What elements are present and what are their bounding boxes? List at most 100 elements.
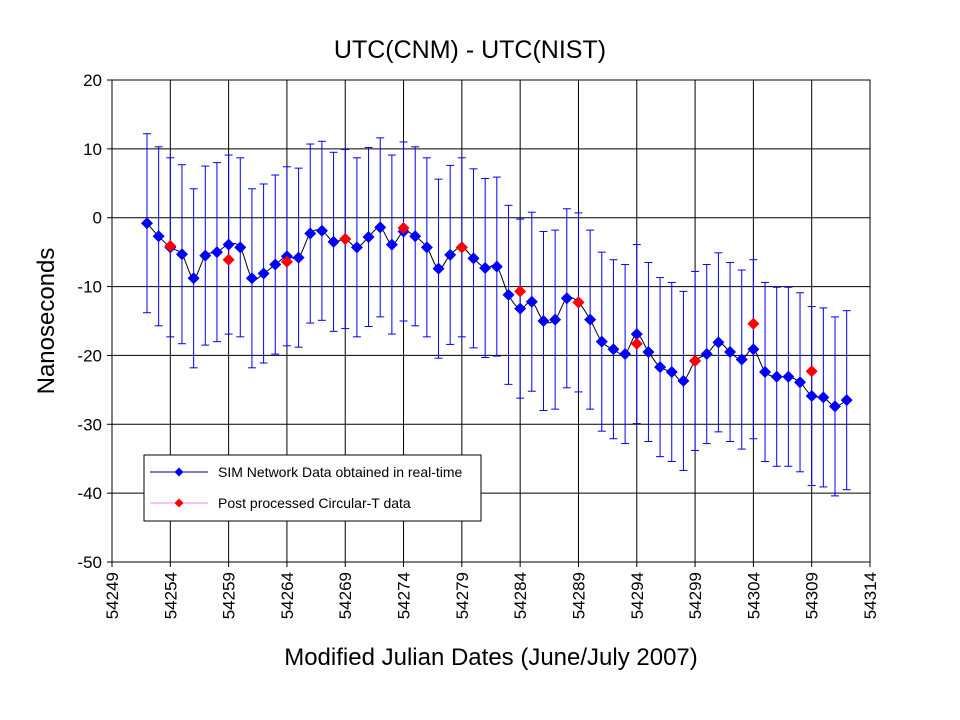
realtime-data-point (805, 390, 818, 403)
x-tick-label: 54299 (686, 572, 705, 619)
legend: SIM Network Data obtained in real-time Po… (143, 454, 482, 522)
data-points (140, 217, 853, 413)
realtime-data-point (642, 345, 655, 358)
realtime-data-point (222, 238, 235, 251)
y-tick-label: 0 (93, 209, 102, 228)
realtime-data-point (385, 238, 398, 251)
realtime-data-point (794, 376, 807, 389)
realtime-data-point (817, 391, 830, 404)
circular-t-data-point (455, 241, 468, 254)
x-tick-label: 54249 (103, 572, 122, 619)
realtime-data-point (619, 348, 632, 361)
legend-label: SIM Network Data obtained in real-time (218, 464, 463, 480)
realtime-data-point (187, 272, 200, 285)
realtime-data-point (654, 361, 667, 374)
realtime-data-point (747, 343, 760, 356)
realtime-data-point (595, 335, 608, 348)
x-tick-label: 54274 (395, 572, 414, 619)
realtime-data-point (479, 261, 492, 274)
circular-t-data-point (572, 296, 585, 309)
realtime-data-point (840, 394, 853, 407)
realtime-data-point (712, 336, 725, 349)
realtime-data-point (269, 258, 282, 271)
x-tick-label: 54284 (511, 572, 530, 619)
circular-t-data-point (339, 233, 352, 246)
legend-marker (174, 467, 184, 477)
realtime-data-point (700, 348, 713, 361)
circular-t-data-point (222, 253, 235, 266)
circular-t-data-point (164, 239, 177, 252)
circular-t-data-point (280, 255, 293, 268)
x-tick-label: 54314 (861, 572, 880, 619)
circular-t-data-point (689, 354, 702, 367)
realtime-data-point (537, 315, 550, 327)
x-tick-label: 54269 (336, 572, 355, 619)
x-tick-label: 54304 (744, 572, 763, 619)
y-tick-label: -50 (77, 553, 102, 572)
realtime-data-point (362, 230, 375, 243)
x-tick-label: 54264 (278, 572, 297, 619)
y-axis-title: Nanoseconds (33, 248, 60, 395)
realtime-data-point (502, 288, 515, 301)
realtime-data-point (665, 365, 678, 378)
realtime-data-point (210, 246, 223, 259)
y-tick-label: -40 (77, 484, 102, 503)
x-tick-label: 54309 (803, 572, 822, 619)
circular-t-data-point (805, 365, 818, 378)
y-tick-label: -30 (77, 415, 102, 434)
x-tick-labels: 54249 54254 54259 54264 54269 54274 54279 54284… (103, 572, 880, 619)
realtime-data-point (432, 262, 445, 275)
legend-label: Post processed Circular-T data (218, 495, 411, 511)
circular-t-data-point (630, 337, 643, 350)
y-tick-label: 10 (83, 140, 102, 159)
x-tick-label: 54289 (569, 572, 588, 619)
realtime-data-point (420, 241, 433, 254)
realtime-data-point (140, 217, 153, 230)
realtime-data-point (245, 272, 258, 285)
realtime-data-point (735, 353, 748, 366)
y-tick-label: -20 (77, 346, 102, 365)
realtime-data-point (759, 365, 772, 378)
y-tick-label: 20 (83, 71, 102, 90)
legend-marker (174, 498, 184, 508)
realtime-data-point (199, 249, 212, 262)
realtime-data-point (304, 227, 317, 240)
x-axis-title: Modified Julian Dates (June/July 2007) (284, 644, 698, 671)
realtime-data-point (630, 328, 643, 341)
y-tick-labels: 20 10 0 -10 -20 -30 -40 -50 (77, 71, 102, 572)
realtime-data-point (444, 248, 457, 261)
x-tick-label: 54294 (628, 572, 647, 619)
circular-t-data-point (397, 222, 410, 235)
realtime-data-point (584, 313, 597, 326)
realtime-data-point (490, 260, 503, 273)
realtime-data-point (525, 295, 538, 308)
x-tick-label: 54254 (161, 572, 180, 619)
realtime-data-point (152, 230, 165, 243)
chart-title: UTC(CNM) - UTC(NIST) (334, 36, 606, 64)
realtime-data-point (175, 248, 188, 261)
realtime-data-point (549, 313, 562, 326)
realtime-data-point (560, 292, 573, 305)
plot-border (111, 79, 871, 563)
realtime-data-point (327, 235, 340, 248)
circular-t-data-point (514, 285, 527, 298)
circular-t-data-point (747, 317, 760, 330)
realtime-data-point (724, 345, 737, 358)
realtime-data-point (514, 302, 527, 315)
x-tick-label: 54279 (453, 572, 472, 619)
realtime-data-point (350, 241, 363, 254)
realtime-data-point (234, 241, 247, 254)
realtime-data-point (770, 370, 783, 383)
realtime-data-point (409, 230, 422, 243)
realtime-data-point (607, 343, 620, 356)
legend-box (143, 454, 482, 522)
realtime-data-point (257, 267, 270, 280)
realtime-data-point (315, 224, 328, 237)
realtime-data-point (829, 400, 842, 413)
realtime-data-point (292, 251, 305, 264)
y-tick-label: -10 (77, 278, 102, 297)
realtime-data-point (374, 221, 387, 234)
x-tick-label: 54259 (220, 572, 239, 619)
realtime-data-point (677, 374, 690, 387)
